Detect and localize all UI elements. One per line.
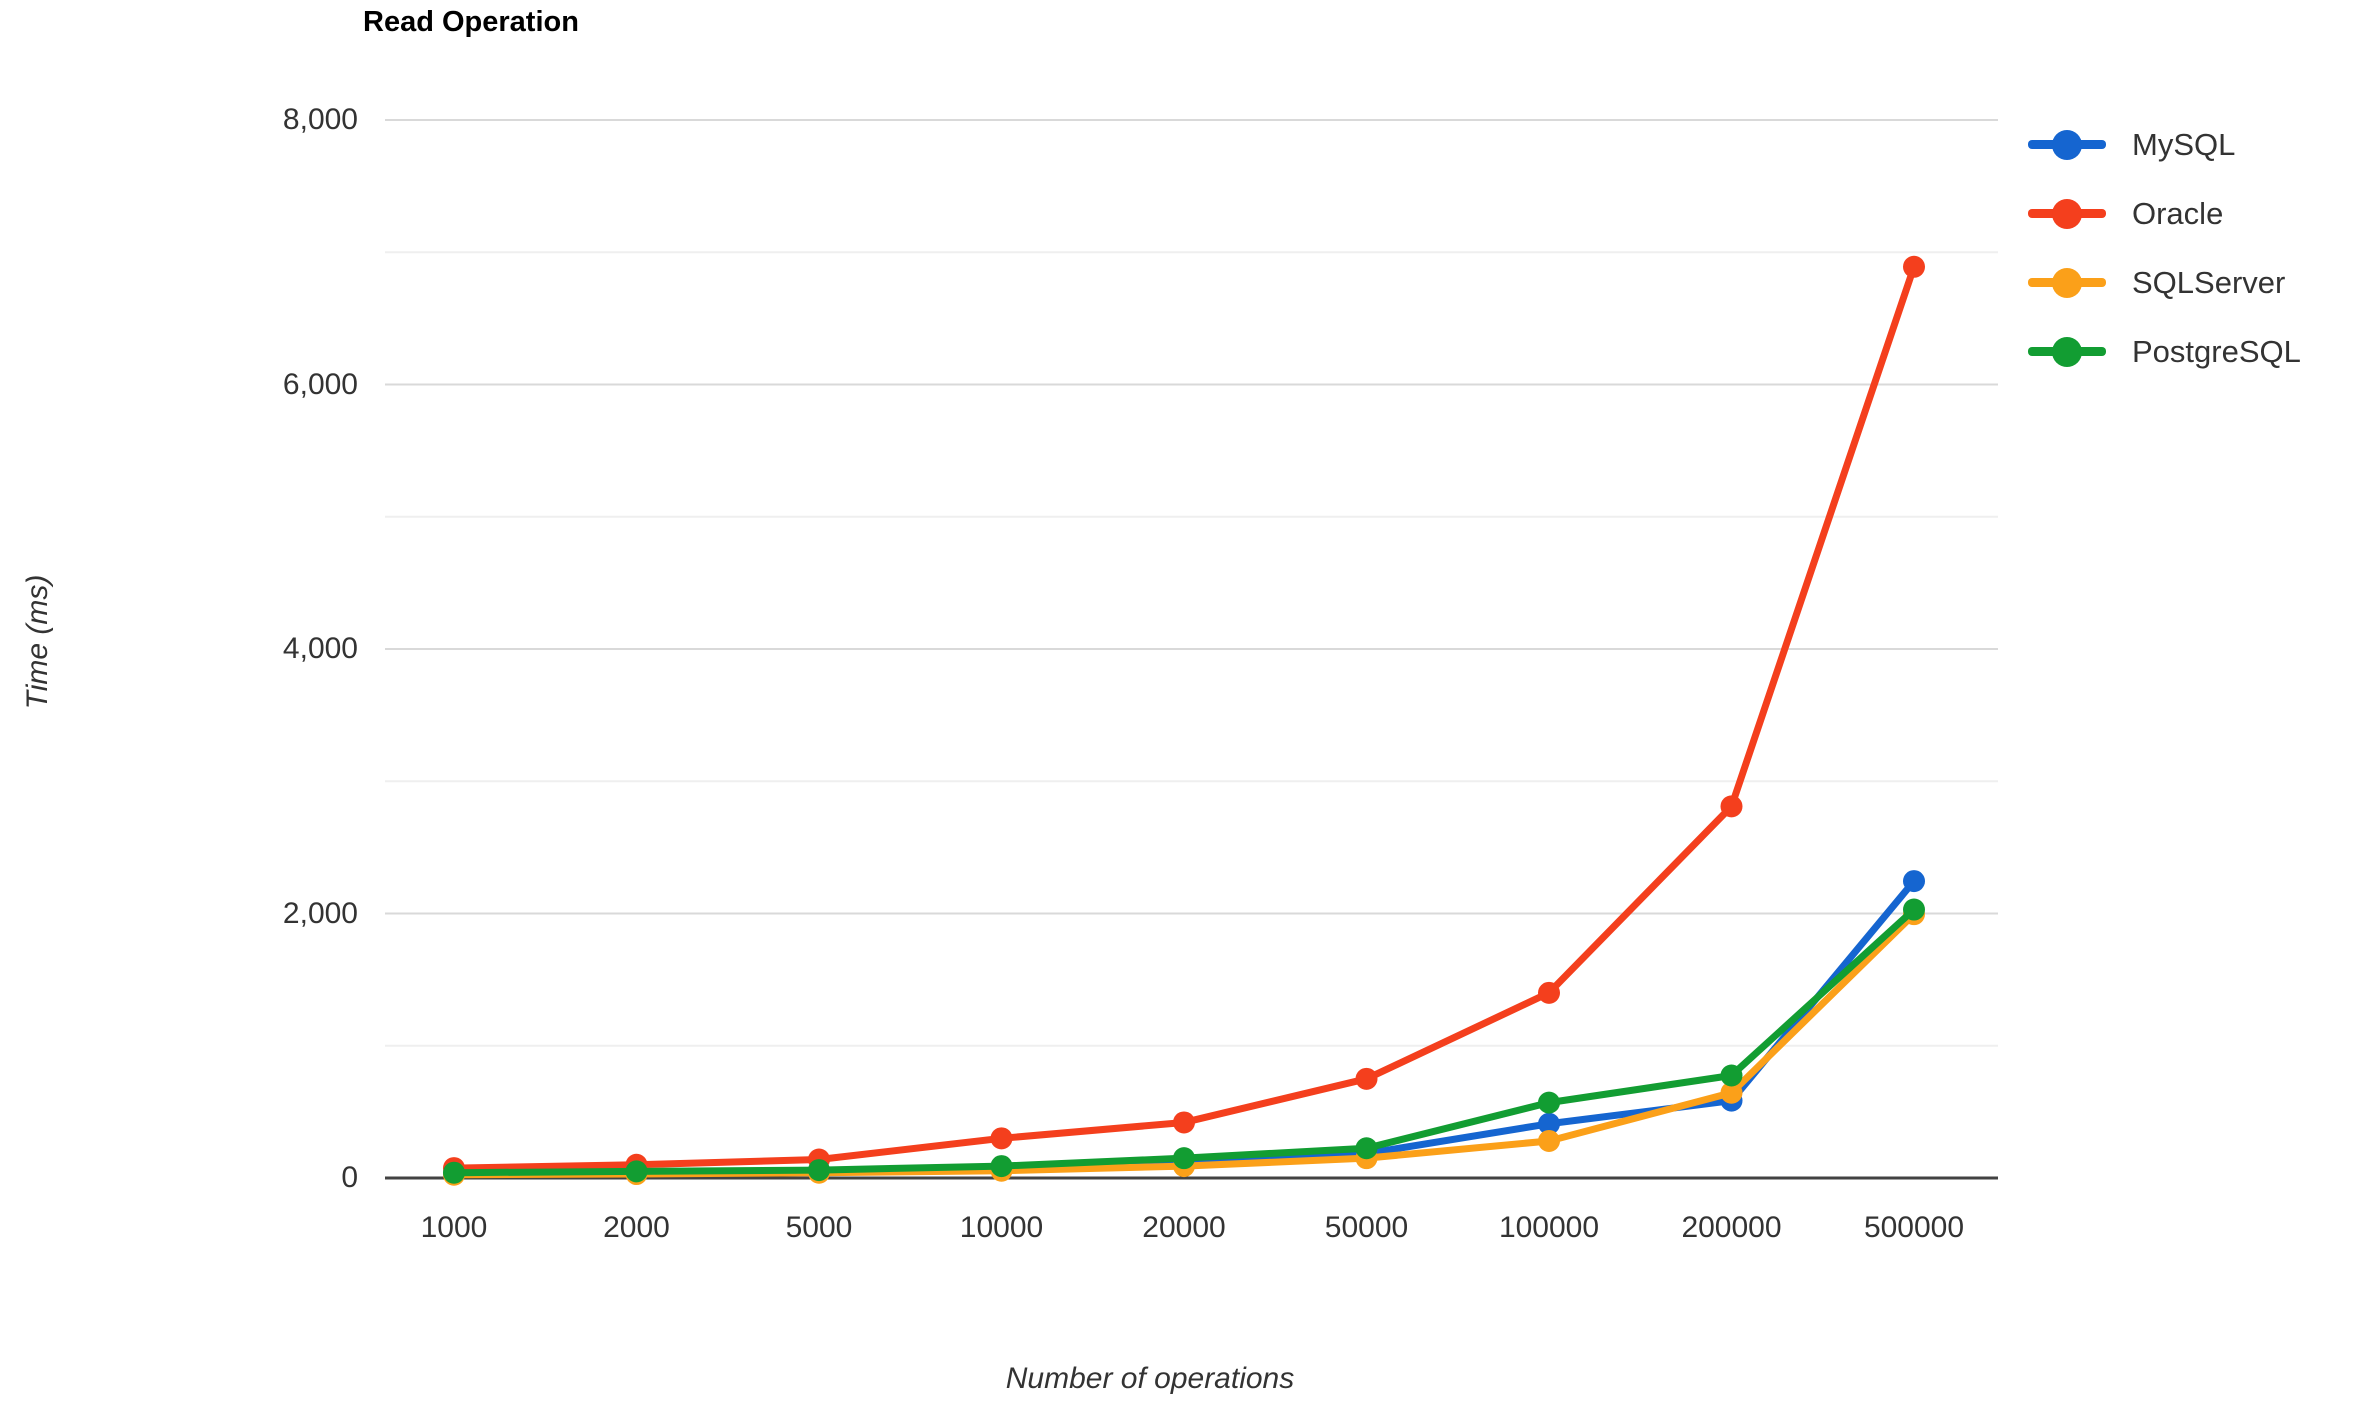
data-point-postgresql-1000 [443,1161,465,1184]
data-point-sqlserver-200000 [1720,1081,1743,1104]
legend-dot-icon [2052,198,2082,229]
legend-item-postgresql: PostgreSQL [2028,317,2301,386]
legend-item-mysql: MySQL [2028,110,2301,179]
x-axis-title: Number of operations [1005,1362,1295,1395]
data-point-postgresql-200000 [1720,1064,1743,1087]
legend-item-sqlserver: SQLServer [2028,248,2301,317]
x-tick-label-2000: 2000 [603,1211,670,1244]
data-point-mysql-100000 [1538,1112,1560,1135]
series-line-oracle [450,263,1918,1172]
y-tick-label-2000: 2,000 [282,896,358,930]
legend-label: PostgreSQL [2132,333,2301,369]
legend-marker-icon [2028,129,2106,160]
legend-marker-icon [2028,198,2106,229]
y-tick-label-4000: 4,000 [282,632,358,665]
data-point-sqlserver-100000 [1538,1129,1560,1152]
legend-label: SQLServer [2132,264,2286,300]
series-line-sqlserver [450,910,1918,1179]
data-point-oracle-20000 [1173,1111,1195,1134]
data-point-postgresql-5000 [808,1159,830,1182]
legend-label: MySQL [2132,126,2236,162]
data-point-oracle-100000 [1538,981,1560,1004]
data-point-postgresql-500000 [1903,898,1925,921]
chart-title: Read Operation [363,6,579,38]
data-point-postgresql-50000 [1355,1137,1378,1160]
x-tick-label-200000: 200000 [1681,1211,1782,1244]
legend: MySQL Oracle SQLServer PostgreSQL [2028,110,2301,386]
x-tick-label-10000: 10000 [959,1211,1044,1244]
legend-item-oracle: Oracle [2028,179,2301,248]
x-tick-label-500000: 500000 [1863,1211,1965,1244]
data-point-oracle-500000 [1903,255,1925,278]
data-point-postgresql-100000 [1538,1091,1560,1114]
legend-marker-icon [2028,267,2106,298]
y-tick-label-0: 0 [341,1161,358,1194]
data-point-oracle-50000 [1355,1067,1378,1090]
legend-dot-icon [2052,336,2082,367]
legend-marker-icon [2028,336,2106,367]
data-point-oracle-10000 [990,1127,1013,1150]
legend-dot-icon [2052,129,2082,160]
x-tick-label-1000: 1000 [420,1211,488,1244]
data-point-postgresql-20000 [1173,1147,1195,1170]
data-point-postgresql-2000 [625,1160,648,1183]
x-tick-label-20000: 20000 [1142,1211,1226,1244]
y-tick-label-8000: 8,000 [282,103,358,136]
x-tick-label-100000: 100000 [1498,1211,1600,1244]
x-tick-label-50000: 50000 [1324,1211,1409,1244]
data-point-oracle-200000 [1720,795,1743,818]
legend-label: Oracle [2132,195,2224,231]
x-tick-label-5000: 5000 [785,1211,853,1244]
y-tick-label-6000: 6,000 [282,367,358,401]
data-point-postgresql-10000 [990,1155,1013,1178]
legend-dot-icon [2052,267,2082,298]
data-point-mysql-500000 [1903,870,1925,893]
